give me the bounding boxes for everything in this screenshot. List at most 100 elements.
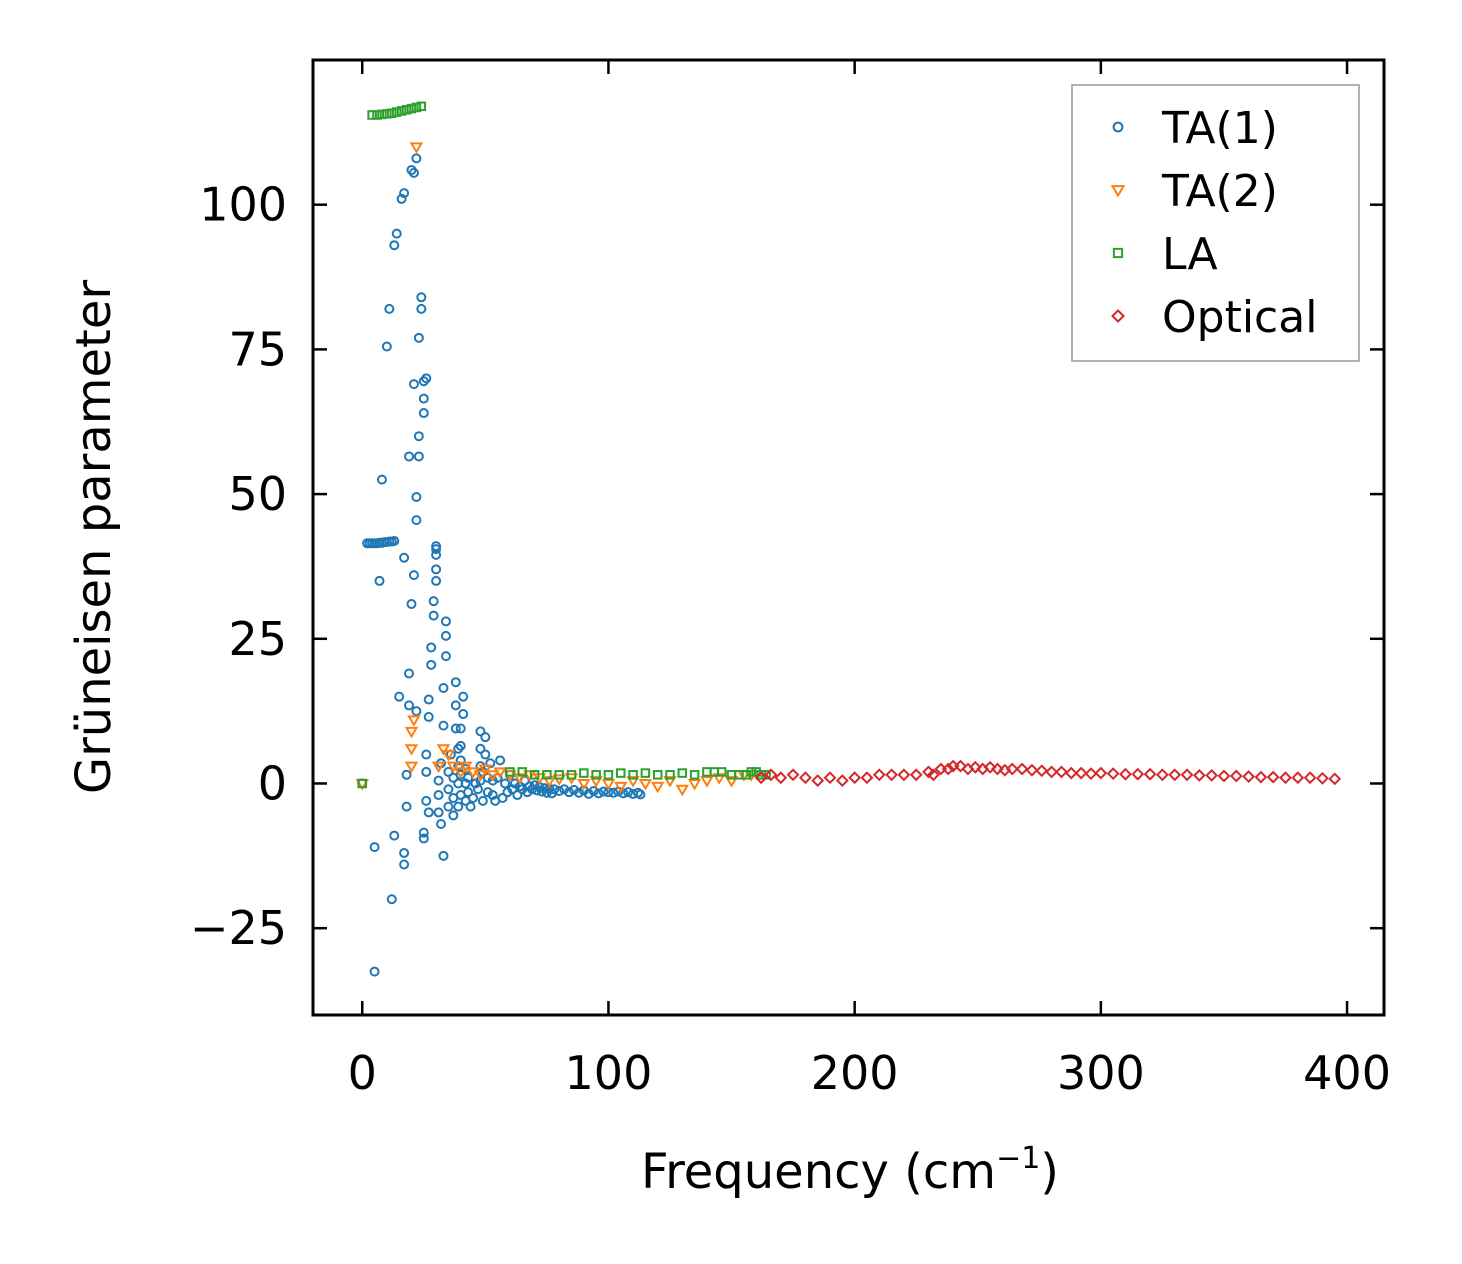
data-point [389,535,400,546]
data-point [1106,767,1120,781]
data-point [421,749,432,760]
data-point [374,575,385,586]
data-point [391,228,402,239]
data-point [389,240,400,251]
data-point [529,770,540,780]
data-point [404,744,419,756]
data-point [426,642,437,653]
data-point [408,379,419,390]
y-axis-title: Grüneisen parameter [66,280,122,795]
data-point [407,715,421,727]
data-point [626,776,640,788]
data-point [409,142,424,154]
data-point [566,770,577,780]
data-point [431,575,442,586]
data-point [1254,770,1268,784]
data-point [811,774,825,788]
data-point [455,740,466,751]
data-point [1168,768,1182,782]
data-point [399,188,410,199]
data-point [909,768,923,782]
data-point [418,833,429,844]
data-point [601,778,616,791]
data-point [399,847,410,858]
data-point [577,778,591,791]
series-la [357,101,771,789]
data-point [1035,764,1049,778]
data-point [369,966,380,977]
data-point [1119,767,1132,781]
data-point [564,787,575,798]
data-point [369,842,380,853]
data-point [458,761,473,774]
legend-label: Optical [1162,292,1317,343]
data-point [413,451,424,462]
data-point [764,768,778,782]
data-point [433,807,444,818]
data-point [450,723,461,734]
data-point [465,801,476,812]
data-point [450,700,461,711]
data-point [418,393,429,404]
data-point [509,778,520,789]
data-point [798,771,812,785]
data-point [357,778,367,789]
y-tick-label: 25 [228,612,287,666]
data-point [774,771,788,785]
data-point [440,616,451,627]
data-point [473,770,488,782]
series-ta-1 [357,153,646,977]
data-point [472,784,483,795]
data-point [411,515,422,526]
data-point [628,770,638,780]
data-point [618,788,629,799]
data-point [542,776,557,788]
data-point [616,768,626,778]
data-point [440,630,451,641]
data-point [418,827,429,838]
data-point [406,103,417,114]
data-point [421,766,432,777]
legend-label: TA(2) [1161,166,1278,217]
x-tick-label: 300 [1057,1046,1145,1100]
data-point [408,167,419,178]
data-point [431,761,446,774]
data-point [487,790,498,801]
data-point [1316,771,1329,785]
data-point [885,768,899,782]
data-point [1131,767,1145,781]
data-point [835,774,849,788]
data-point [455,723,466,734]
data-point [593,788,604,799]
data-point [635,789,646,800]
y-tick-label: 50 [228,467,287,521]
data-point [1084,767,1098,781]
data-point [448,810,459,821]
data-point [603,770,614,780]
data-point [396,106,407,116]
data-point [522,770,537,782]
x-tick-label: 200 [811,1046,899,1100]
legend-marker [1111,309,1125,323]
data-point [517,767,528,777]
data-point [421,795,432,806]
y-tick-label: 100 [199,178,287,232]
data-point [440,651,451,662]
data-point [1328,772,1342,786]
data-point [475,726,486,737]
data-point [443,801,454,812]
data-point [823,771,837,785]
data-point [431,541,442,552]
series-optical [754,759,1342,788]
data-point [443,784,454,795]
data-point [1015,762,1029,776]
data-point [650,781,665,794]
data-point [408,570,419,581]
data-point [542,770,552,780]
data-point [675,784,690,797]
data-point [897,768,911,782]
data-point [500,778,511,789]
data-point [423,807,434,818]
data-point [786,768,800,782]
